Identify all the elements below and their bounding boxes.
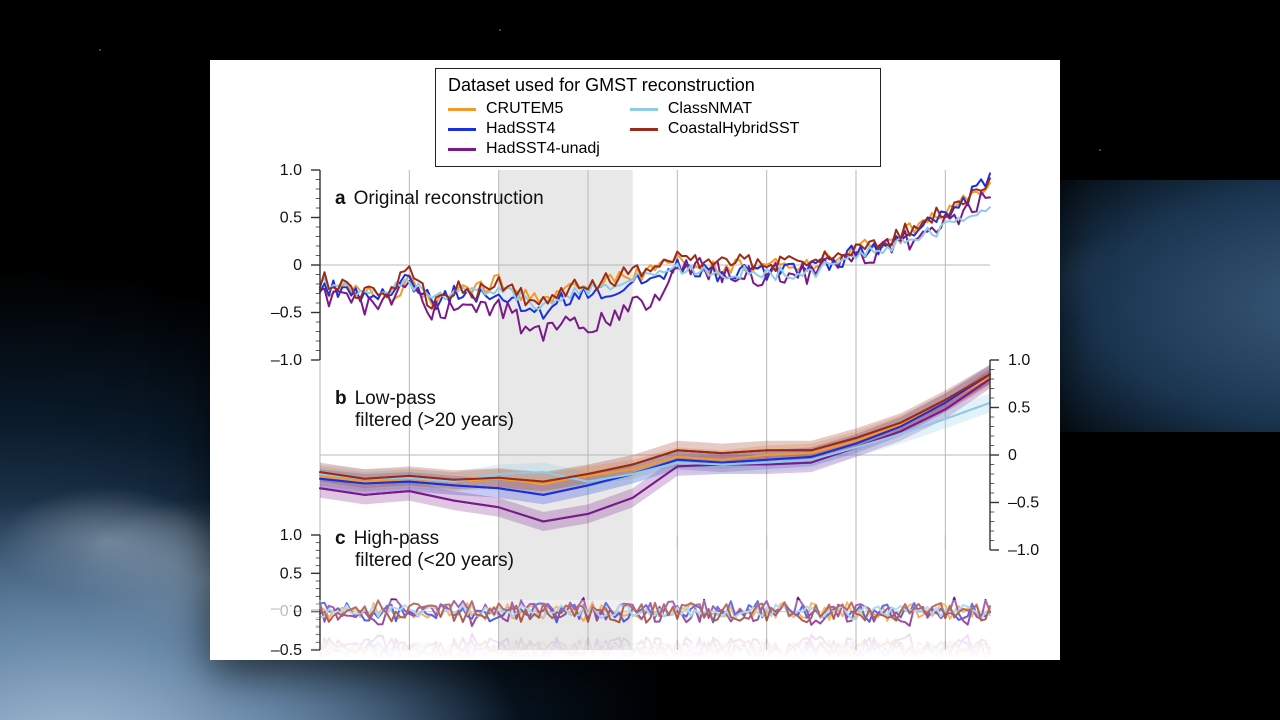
card-reflection: –1.0–0.500.51.0–1.0–0.500.51.0–0.500.51.… xyxy=(210,600,1060,660)
svg-text:–0.5: –0.5 xyxy=(271,601,302,618)
legend-item: CoastalHybridSST xyxy=(630,120,800,138)
panel-c-label: cHigh-passfiltered (<20 years) xyxy=(335,528,514,572)
svg-text:–1.0: –1.0 xyxy=(1008,542,1039,559)
svg-text:0.5: 0.5 xyxy=(280,210,302,227)
legend-item: CRUTEM5 xyxy=(448,100,600,118)
legend-item: HadSST4 xyxy=(448,120,600,138)
svg-text:1.0: 1.0 xyxy=(280,162,302,179)
panel-b-label: bLow-passfiltered (>20 years) xyxy=(335,388,514,432)
legend-item: ClassNMAT xyxy=(630,100,800,118)
svg-text:–1.0: –1.0 xyxy=(271,352,302,369)
svg-text:1.0: 1.0 xyxy=(280,527,302,544)
svg-text:0: 0 xyxy=(1008,447,1017,464)
svg-text:1.0: 1.0 xyxy=(1008,352,1030,369)
svg-text:0: 0 xyxy=(293,639,302,656)
svg-text:–0.5: –0.5 xyxy=(1008,495,1039,512)
panel-a-label: aOriginal reconstruction xyxy=(335,188,544,210)
legend: Dataset used for GMST reconstruction CRU… xyxy=(435,68,881,167)
svg-text:0: 0 xyxy=(293,257,302,274)
legend-item: HadSST4-unadj xyxy=(448,140,600,158)
legend-title: Dataset used for GMST reconstruction xyxy=(448,75,868,96)
svg-text:–0.5: –0.5 xyxy=(271,305,302,322)
svg-text:0.5: 0.5 xyxy=(1008,400,1030,417)
figure-card: Dataset used for GMST reconstruction CRU… xyxy=(210,60,1060,660)
svg-text:0.5: 0.5 xyxy=(280,565,302,582)
